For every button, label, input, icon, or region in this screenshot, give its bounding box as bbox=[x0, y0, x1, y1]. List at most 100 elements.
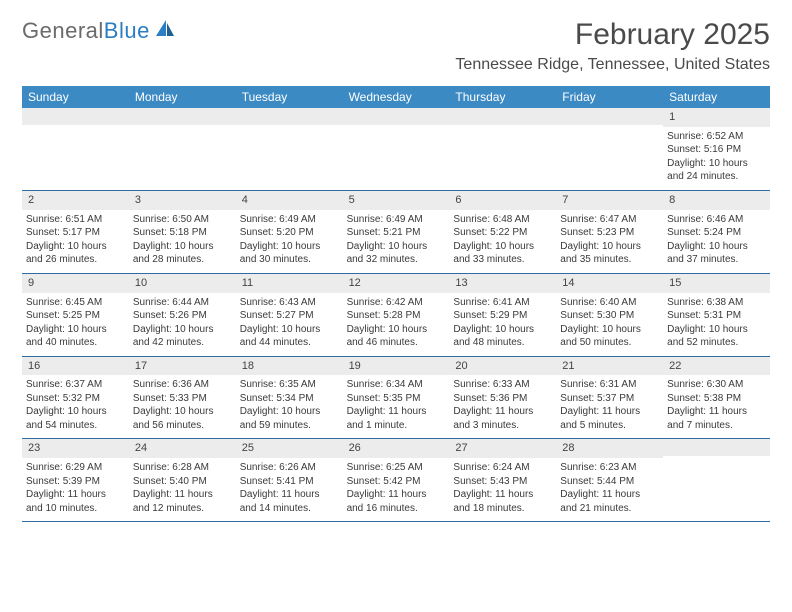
day-number: 11 bbox=[236, 274, 343, 293]
sunrise-text: Sunrise: 6:45 AM bbox=[26, 296, 125, 310]
daylight-text: Daylight: 10 hours and 44 minutes. bbox=[240, 323, 339, 350]
sunrise-text: Sunrise: 6:43 AM bbox=[240, 296, 339, 310]
sunset-text: Sunset: 5:40 PM bbox=[133, 475, 232, 489]
day-number: 10 bbox=[129, 274, 236, 293]
day-cell: 1Sunrise: 6:52 AMSunset: 5:16 PMDaylight… bbox=[663, 108, 770, 190]
daylight-text: Daylight: 10 hours and 59 minutes. bbox=[240, 405, 339, 432]
sunset-text: Sunset: 5:31 PM bbox=[667, 309, 766, 323]
sunset-text: Sunset: 5:32 PM bbox=[26, 392, 125, 406]
week-row: 2Sunrise: 6:51 AMSunset: 5:17 PMDaylight… bbox=[22, 191, 770, 274]
day-cell bbox=[129, 108, 236, 190]
day-number: 13 bbox=[449, 274, 556, 293]
day-cell bbox=[449, 108, 556, 190]
daylight-text: Daylight: 11 hours and 10 minutes. bbox=[26, 488, 125, 515]
sunrise-text: Sunrise: 6:40 AM bbox=[560, 296, 659, 310]
day-cell bbox=[663, 439, 770, 521]
daylight-text: Daylight: 10 hours and 37 minutes. bbox=[667, 240, 766, 267]
sunrise-text: Sunrise: 6:49 AM bbox=[240, 213, 339, 227]
day-number bbox=[236, 108, 343, 125]
day-cell: 17Sunrise: 6:36 AMSunset: 5:33 PMDayligh… bbox=[129, 357, 236, 439]
sunrise-text: Sunrise: 6:41 AM bbox=[453, 296, 552, 310]
daylight-text: Daylight: 10 hours and 50 minutes. bbox=[560, 323, 659, 350]
day-number bbox=[129, 108, 236, 125]
week-row: 16Sunrise: 6:37 AMSunset: 5:32 PMDayligh… bbox=[22, 357, 770, 440]
daylight-text: Daylight: 10 hours and 46 minutes. bbox=[347, 323, 446, 350]
weekday-label: Saturday bbox=[663, 86, 770, 108]
sunrise-text: Sunrise: 6:25 AM bbox=[347, 461, 446, 475]
day-cell: 2Sunrise: 6:51 AMSunset: 5:17 PMDaylight… bbox=[22, 191, 129, 273]
sunset-text: Sunset: 5:16 PM bbox=[667, 143, 766, 157]
daylight-text: Daylight: 10 hours and 35 minutes. bbox=[560, 240, 659, 267]
title-block: February 2025 Tennessee Ridge, Tennessee… bbox=[455, 18, 770, 74]
day-number: 12 bbox=[343, 274, 450, 293]
day-number: 7 bbox=[556, 191, 663, 210]
daylight-text: Daylight: 11 hours and 16 minutes. bbox=[347, 488, 446, 515]
sunset-text: Sunset: 5:22 PM bbox=[453, 226, 552, 240]
sunset-text: Sunset: 5:26 PM bbox=[133, 309, 232, 323]
week-row: 9Sunrise: 6:45 AMSunset: 5:25 PMDaylight… bbox=[22, 274, 770, 357]
day-cell: 23Sunrise: 6:29 AMSunset: 5:39 PMDayligh… bbox=[22, 439, 129, 521]
day-number: 18 bbox=[236, 357, 343, 376]
sunset-text: Sunset: 5:30 PM bbox=[560, 309, 659, 323]
daylight-text: Daylight: 11 hours and 18 minutes. bbox=[453, 488, 552, 515]
sunset-text: Sunset: 5:29 PM bbox=[453, 309, 552, 323]
sunrise-text: Sunrise: 6:29 AM bbox=[26, 461, 125, 475]
sunrise-text: Sunrise: 6:23 AM bbox=[560, 461, 659, 475]
day-cell: 16Sunrise: 6:37 AMSunset: 5:32 PMDayligh… bbox=[22, 357, 129, 439]
day-number: 25 bbox=[236, 439, 343, 458]
sunrise-text: Sunrise: 6:38 AM bbox=[667, 296, 766, 310]
daylight-text: Daylight: 10 hours and 40 minutes. bbox=[26, 323, 125, 350]
sunrise-text: Sunrise: 6:50 AM bbox=[133, 213, 232, 227]
daylight-text: Daylight: 10 hours and 54 minutes. bbox=[26, 405, 125, 432]
day-number: 16 bbox=[22, 357, 129, 376]
day-number: 26 bbox=[343, 439, 450, 458]
sunset-text: Sunset: 5:36 PM bbox=[453, 392, 552, 406]
sunset-text: Sunset: 5:38 PM bbox=[667, 392, 766, 406]
daylight-text: Daylight: 11 hours and 14 minutes. bbox=[240, 488, 339, 515]
daylight-text: Daylight: 10 hours and 24 minutes. bbox=[667, 157, 766, 184]
calendar: Sunday Monday Tuesday Wednesday Thursday… bbox=[22, 86, 770, 522]
logo-text-blue: Blue bbox=[104, 18, 150, 44]
daylight-text: Daylight: 10 hours and 56 minutes. bbox=[133, 405, 232, 432]
weekday-label: Wednesday bbox=[343, 86, 450, 108]
weekday-label: Sunday bbox=[22, 86, 129, 108]
logo-text-gray: General bbox=[22, 18, 104, 44]
daylight-text: Daylight: 10 hours and 28 minutes. bbox=[133, 240, 232, 267]
sunrise-text: Sunrise: 6:48 AM bbox=[453, 213, 552, 227]
sunset-text: Sunset: 5:44 PM bbox=[560, 475, 659, 489]
sunrise-text: Sunrise: 6:33 AM bbox=[453, 378, 552, 392]
day-number: 4 bbox=[236, 191, 343, 210]
daylight-text: Daylight: 10 hours and 48 minutes. bbox=[453, 323, 552, 350]
day-cell: 18Sunrise: 6:35 AMSunset: 5:34 PMDayligh… bbox=[236, 357, 343, 439]
day-number: 5 bbox=[343, 191, 450, 210]
daylight-text: Daylight: 11 hours and 7 minutes. bbox=[667, 405, 766, 432]
sunset-text: Sunset: 5:20 PM bbox=[240, 226, 339, 240]
day-number: 2 bbox=[22, 191, 129, 210]
sunset-text: Sunset: 5:27 PM bbox=[240, 309, 339, 323]
day-number: 24 bbox=[129, 439, 236, 458]
day-cell: 7Sunrise: 6:47 AMSunset: 5:23 PMDaylight… bbox=[556, 191, 663, 273]
day-number: 22 bbox=[663, 357, 770, 376]
daylight-text: Daylight: 11 hours and 3 minutes. bbox=[453, 405, 552, 432]
day-number: 19 bbox=[343, 357, 450, 376]
sunrise-text: Sunrise: 6:36 AM bbox=[133, 378, 232, 392]
day-number: 17 bbox=[129, 357, 236, 376]
sunset-text: Sunset: 5:18 PM bbox=[133, 226, 232, 240]
sunset-text: Sunset: 5:17 PM bbox=[26, 226, 125, 240]
daylight-text: Daylight: 10 hours and 32 minutes. bbox=[347, 240, 446, 267]
day-cell: 3Sunrise: 6:50 AMSunset: 5:18 PMDaylight… bbox=[129, 191, 236, 273]
day-number bbox=[663, 439, 770, 456]
header: GeneralBlue February 2025 Tennessee Ridg… bbox=[22, 18, 770, 74]
sail-icon bbox=[154, 18, 176, 44]
logo: GeneralBlue bbox=[22, 18, 176, 44]
sunrise-text: Sunrise: 6:46 AM bbox=[667, 213, 766, 227]
day-cell: 9Sunrise: 6:45 AMSunset: 5:25 PMDaylight… bbox=[22, 274, 129, 356]
day-cell: 28Sunrise: 6:23 AMSunset: 5:44 PMDayligh… bbox=[556, 439, 663, 521]
sunrise-text: Sunrise: 6:28 AM bbox=[133, 461, 232, 475]
day-cell bbox=[556, 108, 663, 190]
daylight-text: Daylight: 10 hours and 33 minutes. bbox=[453, 240, 552, 267]
weekday-label: Monday bbox=[129, 86, 236, 108]
calendar-page: GeneralBlue February 2025 Tennessee Ridg… bbox=[0, 0, 792, 532]
daylight-text: Daylight: 10 hours and 26 minutes. bbox=[26, 240, 125, 267]
day-cell: 10Sunrise: 6:44 AMSunset: 5:26 PMDayligh… bbox=[129, 274, 236, 356]
